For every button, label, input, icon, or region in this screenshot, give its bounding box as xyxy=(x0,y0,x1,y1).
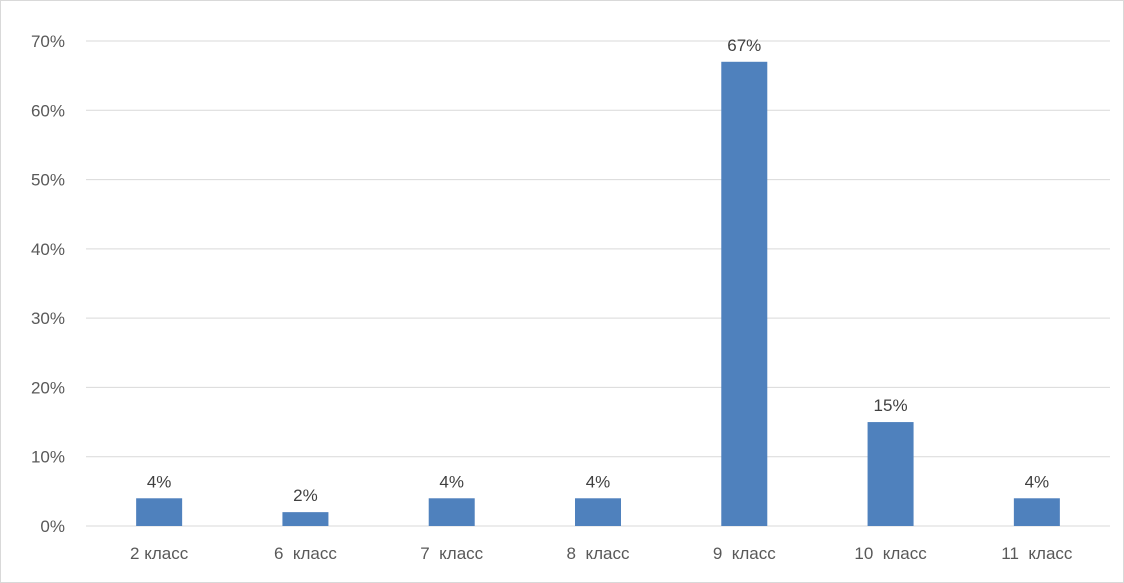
bar xyxy=(721,61,768,527)
y-tick-label: 50% xyxy=(31,171,65,190)
data-label: 4% xyxy=(439,472,464,491)
data-labels: 4% 2% 4% 4% 67% 15% 4% xyxy=(147,36,1049,505)
y-tick-label: 20% xyxy=(31,378,65,397)
bar xyxy=(428,498,475,526)
y-tick-label: 60% xyxy=(31,101,65,120)
y-tick-label: 40% xyxy=(31,240,65,259)
bar xyxy=(867,422,914,526)
y-tick-label: 30% xyxy=(31,309,65,328)
data-label: 67% xyxy=(727,36,761,55)
x-category-label: 11 класс xyxy=(1001,544,1073,563)
x-category-label: 8 класс xyxy=(567,544,630,563)
x-category-label: 10 класс xyxy=(854,544,927,563)
y-tick-label: 0% xyxy=(40,517,65,536)
bar xyxy=(1013,498,1060,526)
data-label: 4% xyxy=(586,472,611,491)
data-label: 4% xyxy=(147,472,172,491)
x-category-label: 7 класс xyxy=(420,544,483,563)
x-category-label: 6 класс xyxy=(274,544,337,563)
x-category-label: 2 класс xyxy=(130,544,189,563)
x-category-label: 9 класс xyxy=(713,544,776,563)
x-axis-category-labels: 2 класс 6 класс 7 класс 8 класс 9 класс 10 кл… xyxy=(130,544,1073,563)
y-axis-tick-labels: 0% 10% 20% 30% 40% 50% 60% 70% xyxy=(31,32,65,536)
bar xyxy=(575,498,621,526)
y-tick-label: 10% xyxy=(31,448,65,467)
gridlines xyxy=(86,40,1110,527)
data-label: 2% xyxy=(293,486,318,505)
bar xyxy=(136,498,183,526)
bars xyxy=(136,61,1060,527)
bar xyxy=(282,512,329,526)
data-label: 15% xyxy=(874,396,908,415)
data-label: 4% xyxy=(1025,472,1050,491)
y-tick-label: 70% xyxy=(31,32,65,51)
